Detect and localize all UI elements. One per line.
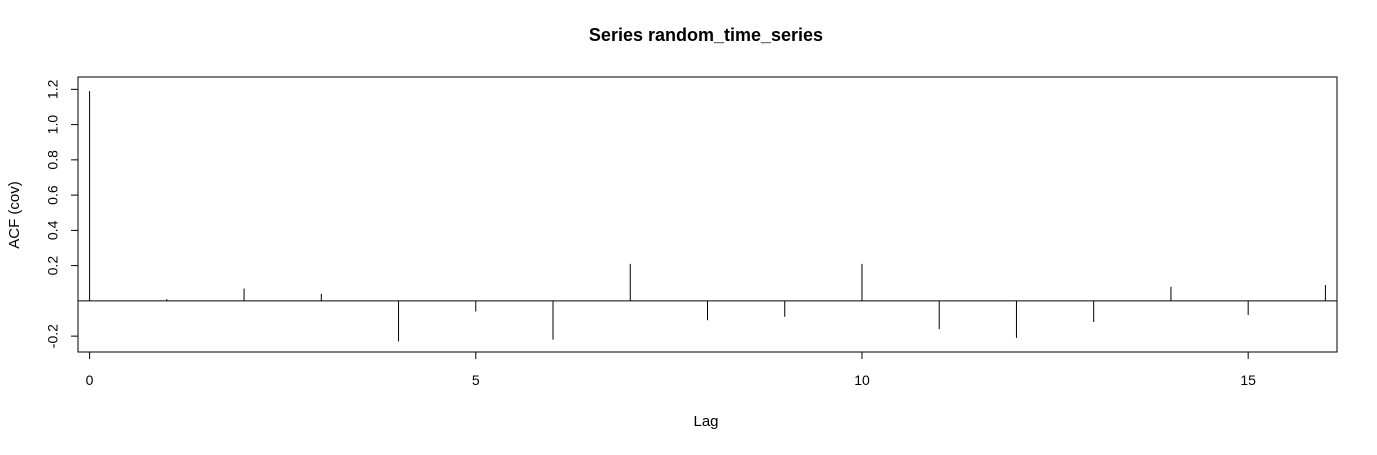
plot-area [78,91,1337,342]
x-tick-label: 0 [86,372,94,388]
y-axis-label: ACF (cov) [6,181,23,249]
x-tick-label: 15 [1240,372,1256,388]
y-tick-label: 1.2 [45,79,61,99]
x-axis-label: Lag [693,413,718,430]
y-tick-label: 0.8 [45,150,61,170]
y-axis: -0.2 0.2 0.4 0.6 0.8 1.0 1.2 [45,79,79,348]
x-tick-label: 10 [854,372,870,388]
x-tick-label: 5 [472,372,480,388]
y-tick-label: 0.4 [45,220,61,240]
chart-title: Series random_time_series [589,25,823,45]
y-tick-label: 0.6 [45,185,61,205]
y-tick-label: 0.2 [45,256,61,276]
x-axis: 0 5 10 15 [86,351,1256,388]
y-tick-label: -0.2 [45,324,61,348]
y-tick-label: 1.0 [45,115,61,135]
